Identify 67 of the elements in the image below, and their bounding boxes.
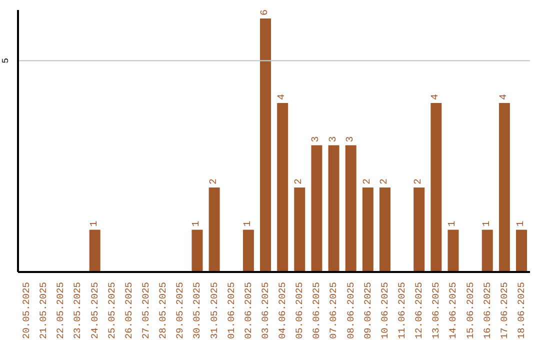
x-tick-label: 07.06.2025 xyxy=(328,282,340,340)
data-label: 1 xyxy=(516,220,528,227)
x-tick-label: 23.05.2025 xyxy=(72,282,84,340)
data-label: 3 xyxy=(328,136,340,142)
x-tick-label: 10.06.2025 xyxy=(379,282,390,340)
bar xyxy=(498,102,510,272)
x-tick-label: 15.06.2025 xyxy=(464,282,476,340)
x-tick-label: 02.06.2025 xyxy=(242,282,254,340)
bar xyxy=(192,230,203,272)
x-tick-label: 31.05.2025 xyxy=(208,282,220,340)
data-label: 1 xyxy=(448,220,459,227)
data-label: 2 xyxy=(208,178,220,184)
data-label: 3 xyxy=(311,136,322,142)
x-tick-label: 25.05.2025 xyxy=(106,282,118,340)
x-tick-label: 17.06.2025 xyxy=(498,282,510,340)
bar xyxy=(362,187,374,272)
bar xyxy=(260,18,272,272)
x-tick-label: 01.06.2025 xyxy=(226,282,237,340)
x-tick-label: 29.05.2025 xyxy=(174,282,186,340)
data-label: 4 xyxy=(498,94,510,100)
data-label: 4 xyxy=(277,94,288,100)
bar xyxy=(89,230,100,272)
bar xyxy=(294,187,306,272)
data-label: 1 xyxy=(482,220,493,227)
data-label: 2 xyxy=(362,178,374,184)
x-tick-label: 13.06.2025 xyxy=(430,282,442,340)
bar xyxy=(345,145,356,272)
bar xyxy=(482,230,493,272)
bar xyxy=(516,230,528,272)
x-tick-label: 27.05.2025 xyxy=(140,282,152,340)
x-tick-label: 22.05.2025 xyxy=(55,282,66,340)
data-label: 4 xyxy=(430,94,442,100)
data-label: 6 xyxy=(260,9,272,16)
bar xyxy=(328,145,340,272)
bar xyxy=(277,102,288,272)
x-tick-label: 30.05.2025 xyxy=(192,282,203,340)
x-tick-label: 05.06.2025 xyxy=(294,282,306,340)
x-tick-label: 03.06.2025 xyxy=(260,282,271,340)
x-tick-label: 14.06.2025 xyxy=(448,282,459,340)
bar xyxy=(414,187,425,272)
x-tick-label: 06.06.2025 xyxy=(311,282,322,340)
x-tick-label: 18.06.2025 xyxy=(516,282,527,340)
x-tick-label: 12.06.2025 xyxy=(414,282,425,340)
bar xyxy=(242,230,254,272)
y-tick-label: 5 xyxy=(1,58,11,64)
x-tick-label: 08.06.2025 xyxy=(345,282,356,340)
x-tick-label: 11.06.2025 xyxy=(396,282,408,340)
bar xyxy=(311,145,322,272)
bar xyxy=(448,230,459,272)
data-label: 1 xyxy=(242,220,254,227)
x-tick-label: 26.05.2025 xyxy=(123,282,134,340)
x-tick-label: 20.05.2025 xyxy=(21,282,32,340)
x-tick-label: 04.06.2025 xyxy=(277,282,288,340)
bar xyxy=(430,102,442,272)
data-label: 1 xyxy=(89,220,100,227)
data-label: 2 xyxy=(414,178,425,184)
x-tick-label: 09.06.2025 xyxy=(362,282,374,340)
x-tick-label: 28.05.2025 xyxy=(158,282,169,340)
data-label: 2 xyxy=(294,178,306,184)
data-label: 2 xyxy=(379,178,390,184)
bar xyxy=(379,187,390,272)
x-tick-label: 16.06.2025 xyxy=(482,282,493,340)
data-label: 3 xyxy=(345,136,356,142)
data-label: 1 xyxy=(192,220,203,227)
x-tick-label: 21.05.2025 xyxy=(38,282,50,340)
bar xyxy=(208,187,220,272)
x-tick-label: 24.05.2025 xyxy=(89,282,100,340)
